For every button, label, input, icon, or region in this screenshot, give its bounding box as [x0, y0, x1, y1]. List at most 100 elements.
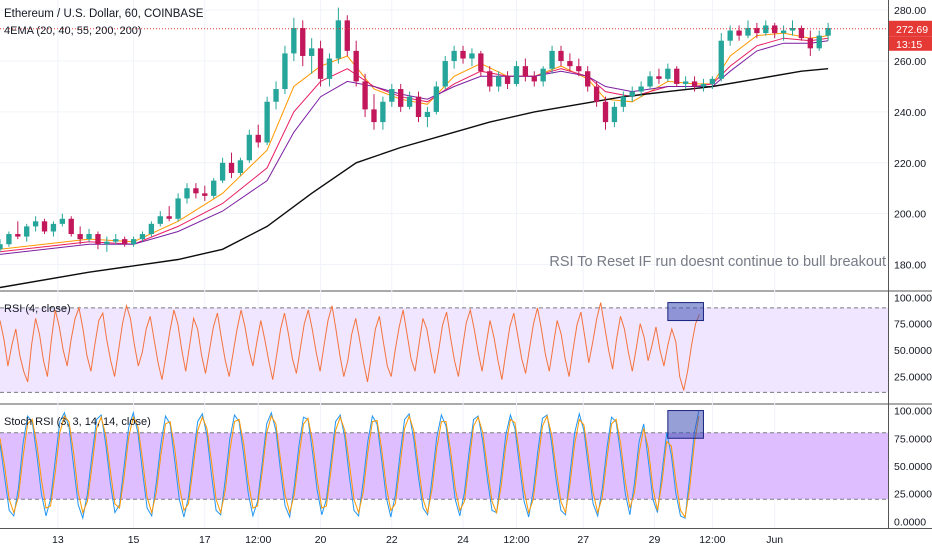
candle-body[interactable] — [32, 221, 39, 227]
candle-body[interactable] — [709, 78, 716, 84]
candle-body[interactable] — [674, 68, 680, 84]
candle-body[interactable] — [754, 27, 760, 34]
candle-body[interactable] — [389, 89, 395, 102]
candle-body[interactable] — [41, 221, 48, 232]
candle-body[interactable] — [300, 27, 306, 56]
candle-body[interactable] — [317, 48, 324, 79]
candle-body[interactable] — [344, 20, 350, 51]
candle-body[interactable] — [113, 239, 119, 242]
candle-body[interactable] — [700, 83, 707, 87]
candle-body[interactable] — [264, 101, 270, 143]
candle-body[interactable] — [807, 38, 813, 49]
candle-body[interactable] — [291, 27, 297, 54]
candle-body[interactable] — [540, 68, 546, 82]
candle-body[interactable] — [202, 193, 208, 196]
candle-body[interactable] — [211, 180, 217, 196]
candle-body[interactable] — [273, 89, 279, 102]
candle-body[interactable] — [629, 91, 635, 97]
candle-body[interactable] — [487, 71, 493, 87]
candle-body[interactable] — [237, 160, 244, 173]
last-price-badge[interactable] — [889, 20, 932, 37]
candle-body[interactable] — [371, 109, 377, 123]
candle-body[interactable] — [424, 111, 431, 118]
candle-body[interactable] — [130, 239, 137, 245]
candle-body[interactable] — [816, 35, 822, 49]
candle-body[interactable] — [780, 30, 787, 34]
candle-body[interactable] — [175, 198, 181, 219]
candle-body[interactable] — [59, 218, 66, 224]
candle-body[interactable] — [682, 81, 689, 84]
candle-body[interactable] — [647, 76, 653, 87]
candle-body[interactable] — [656, 76, 662, 79]
candle-body[interactable] — [665, 68, 671, 79]
candle-body[interactable] — [121, 239, 128, 245]
candle-body[interactable] — [68, 218, 74, 235]
highlight-box[interactable] — [667, 410, 704, 439]
candle-body[interactable] — [451, 50, 457, 62]
candle-body[interactable] — [282, 53, 288, 90]
candle-body[interactable] — [504, 76, 511, 84]
candle-body[interactable] — [193, 188, 199, 194]
highlight-box[interactable] — [667, 302, 704, 322]
candle-body[interactable] — [246, 134, 252, 161]
candle-body[interactable] — [558, 50, 564, 62]
candle-body[interactable] — [718, 40, 724, 79]
candle-body[interactable] — [691, 81, 698, 87]
candle-body[interactable] — [513, 66, 520, 84]
candle-body[interactable] — [602, 101, 609, 123]
candle-body[interactable] — [442, 61, 448, 87]
candle-body[interactable] — [335, 20, 342, 59]
candle-body[interactable] — [727, 30, 733, 41]
candle-body[interactable] — [549, 50, 555, 69]
candle-body[interactable] — [798, 27, 805, 39]
candle-body[interactable] — [736, 30, 742, 36]
candle-body[interactable] — [380, 101, 386, 123]
candle-body[interactable] — [406, 96, 413, 107]
candle-body[interactable] — [24, 226, 30, 237]
candle-body[interactable] — [77, 234, 83, 240]
candle-body[interactable] — [398, 89, 404, 107]
ema-indicator-label[interactable]: 4EMA (20, 40, 55, 200, 200) — [4, 25, 142, 37]
stoch-rsi-pane[interactable]: 0.0000 25.0000 50.0000 75.0000 100.0000 — [0, 406, 932, 529]
candlesticks[interactable] — [0, 7, 831, 252]
candle-body[interactable] — [620, 96, 626, 107]
candle-body[interactable] — [469, 53, 475, 59]
candle-body[interactable] — [415, 96, 422, 118]
rsi-pane[interactable]: 25.0000 50.0000 75.0000 100.0000 — [0, 292, 932, 393]
candle-body[interactable] — [86, 234, 92, 240]
candle-body[interactable] — [255, 134, 261, 143]
candle-body[interactable] — [308, 48, 315, 56]
candle-body[interactable] — [228, 162, 235, 173]
candle-body[interactable] — [362, 81, 368, 110]
price-axis[interactable]: 180.00 200.00 220.00 240.00 260.00 280.00 272.… — [0, 5, 932, 272]
candle-body[interactable] — [585, 71, 591, 87]
candle-body[interactable] — [0, 244, 3, 250]
candle-body[interactable] — [576, 66, 582, 72]
candle-body[interactable] — [478, 53, 484, 72]
candle-body[interactable] — [460, 50, 466, 59]
candle-body[interactable] — [825, 27, 831, 36]
candle-body[interactable] — [219, 162, 226, 181]
candle-body[interactable] — [104, 241, 110, 245]
candle-body[interactable] — [326, 58, 333, 79]
candle-body[interactable] — [593, 86, 600, 102]
candle-body[interactable] — [6, 234, 12, 245]
candle-body[interactable] — [531, 76, 537, 82]
candle-body[interactable] — [567, 61, 573, 67]
candle-body[interactable] — [638, 86, 644, 92]
stoch-rsi-label[interactable]: Stoch RSI (3, 3, 14, 14, close) — [4, 416, 151, 428]
candle-body[interactable] — [522, 66, 529, 77]
candle-body[interactable] — [433, 86, 439, 112]
candle-body[interactable] — [166, 216, 172, 219]
candle-body[interactable] — [184, 188, 190, 199]
candle-body[interactable] — [611, 106, 618, 123]
candle-body[interactable] — [50, 223, 57, 232]
candle-body[interactable] — [745, 27, 751, 36]
candle-body[interactable] — [15, 234, 21, 237]
candle-body[interactable] — [495, 76, 502, 87]
candle-body[interactable] — [353, 50, 359, 82]
rsi-label[interactable]: RSI (4, close) — [4, 303, 71, 315]
candle-body[interactable] — [139, 234, 146, 240]
